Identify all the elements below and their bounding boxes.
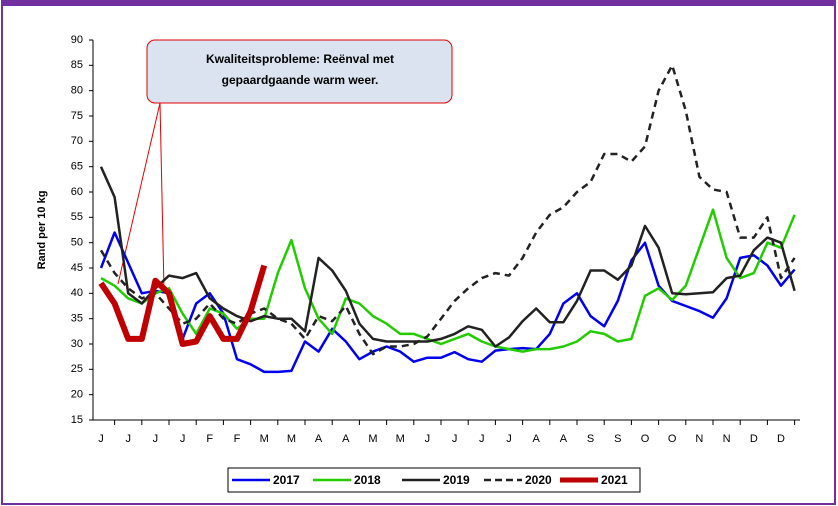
- x-tick-label: J: [479, 433, 485, 445]
- x-tick-label: F: [206, 433, 213, 445]
- series-line: [99, 166, 796, 348]
- x-tick-label: A: [560, 433, 568, 445]
- legend-label: 2018: [354, 473, 381, 487]
- y-tick-label: 30: [71, 338, 83, 350]
- legend-label: 2021: [601, 473, 628, 487]
- x-tick-label: J: [180, 433, 186, 445]
- y-tick-label: 40: [71, 287, 83, 299]
- y-tick-label: 50: [71, 237, 83, 249]
- x-tick-label: N: [723, 433, 731, 445]
- series-line: [99, 64, 796, 356]
- y-tick-label: 65: [71, 161, 83, 173]
- y-tick-label: 45: [71, 262, 83, 274]
- legend-label: 2020: [525, 473, 552, 487]
- x-tick-label: N: [695, 433, 703, 445]
- x-tick-label: J: [98, 433, 104, 445]
- y-tick-label: 80: [71, 85, 83, 97]
- callout-line: [159, 102, 165, 291]
- x-tick-label: A: [315, 433, 323, 445]
- x-tick-label: D: [750, 433, 758, 445]
- y-tick-label: 70: [71, 135, 83, 147]
- series-line: [99, 231, 796, 374]
- x-tick-label: D: [777, 433, 785, 445]
- annotation: Kwaliteitsprobleme: Reënval met: [206, 52, 394, 66]
- annotation: gepaardgaande warm weer.: [222, 73, 379, 87]
- y-tick-label: 20: [71, 389, 83, 401]
- y-tick-label: 35: [71, 313, 83, 325]
- legend-label: 2019: [443, 473, 470, 487]
- y-tick-label: 60: [71, 186, 83, 198]
- x-tick-label: M: [368, 433, 377, 445]
- y-tick-label: 85: [71, 59, 83, 71]
- y-tick-label: 25: [71, 363, 83, 375]
- y-tick-label: 90: [71, 34, 83, 46]
- x-tick-label: J: [506, 433, 512, 445]
- y-tick-label: 75: [71, 110, 83, 122]
- title-bar: [2, 0, 835, 6]
- x-tick-label: J: [125, 433, 131, 445]
- y-axis-label: Rand per 10 kg: [36, 191, 48, 270]
- x-tick-label: S: [587, 433, 594, 445]
- x-tick-label: A: [342, 433, 350, 445]
- x-tick-label: A: [533, 433, 541, 445]
- x-tick-label: O: [641, 433, 650, 445]
- annotation-box: [146, 39, 453, 104]
- x-tick-label: M: [396, 433, 405, 445]
- x-tick-label: J: [452, 433, 458, 445]
- legend-label: 2017: [273, 473, 300, 487]
- y-tick-label: 15: [71, 414, 83, 426]
- x-tick-label: M: [260, 433, 269, 445]
- x-tick-label: J: [153, 433, 159, 445]
- x-tick-label: O: [668, 433, 677, 445]
- series-line: [98, 264, 268, 347]
- x-tick-label: F: [234, 433, 241, 445]
- y-tick-label: 55: [71, 211, 83, 223]
- x-tick-label: S: [614, 433, 621, 445]
- x-tick-label: J: [425, 433, 431, 445]
- x-tick-label: M: [287, 433, 296, 445]
